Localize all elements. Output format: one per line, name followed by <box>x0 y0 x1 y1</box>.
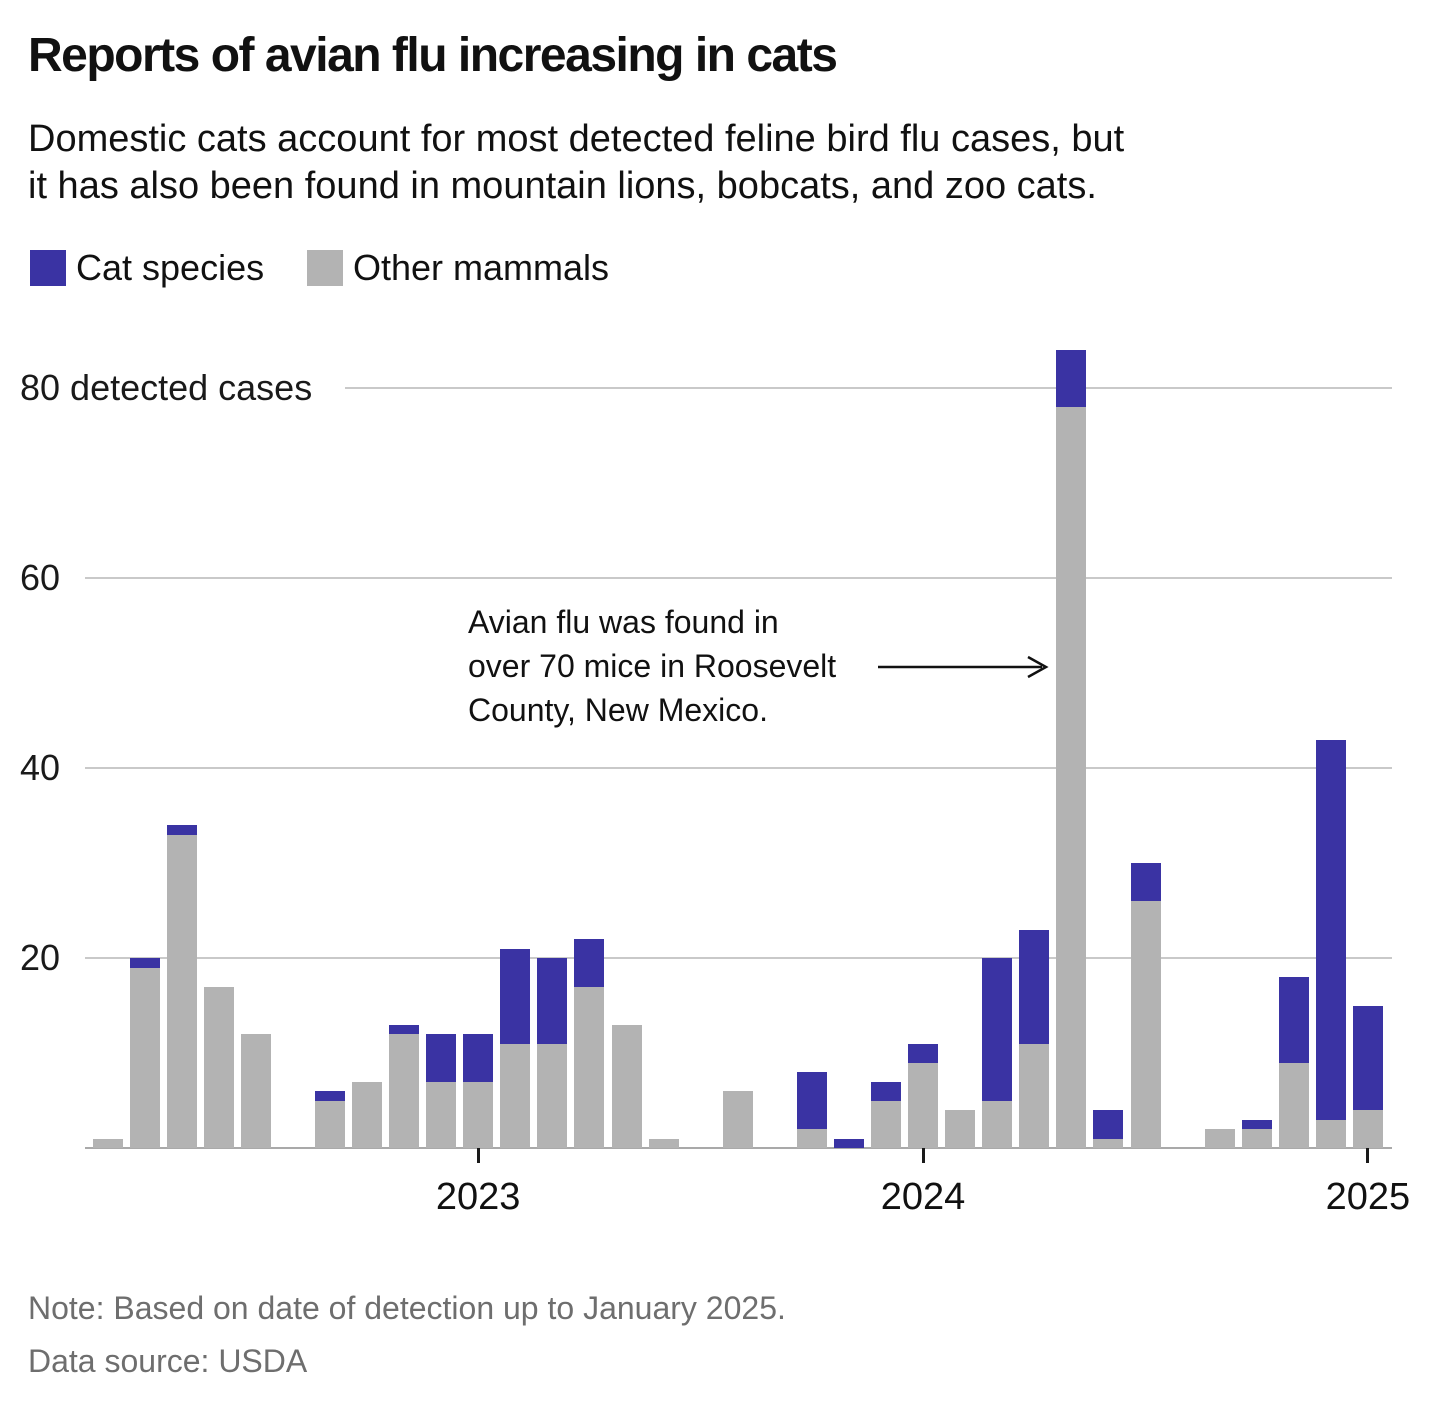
legend-label-cat-species: Cat species <box>76 247 265 288</box>
note-text: Note: Based on date of detection up to J… <box>28 1290 786 1326</box>
bar-cat-species-2025-01 <box>1352 1005 1383 1110</box>
bar-other-mammals-2023-04 <box>574 986 605 1148</box>
gridline-80 <box>345 387 1392 389</box>
x-axis-tick-2023 <box>476 1148 480 1163</box>
other-mammals-swatch <box>307 250 343 286</box>
bar-other-mammals-2022-07 <box>240 1034 271 1148</box>
bar-cat-species-2022-11 <box>389 1024 420 1034</box>
bar-other-mammals-2022-12 <box>426 1081 457 1148</box>
bar-other-mammals-2024-12 <box>1315 1119 1346 1148</box>
bar-other-mammals-2023-01 <box>463 1081 494 1148</box>
bar-other-mammals-2022-04 <box>129 967 160 1148</box>
bar-other-mammals-2023-05 <box>611 1024 642 1148</box>
y-axis-label-40: 40 <box>20 747 61 788</box>
bar-cat-species-2023-11 <box>833 1138 864 1148</box>
bar-other-mammals-2022-10 <box>352 1081 382 1148</box>
bar-cat-species-2024-10 <box>1241 1119 1272 1129</box>
bar-cat-species-2024-07 <box>1130 863 1161 901</box>
bar-other-mammals-2022-11 <box>389 1034 420 1148</box>
gridline-20 <box>85 957 1392 959</box>
bar-other-mammals-2024-04 <box>1019 1043 1050 1148</box>
annotation-arrow-icon <box>878 655 1049 679</box>
bar-other-mammals-2022-06 <box>203 986 234 1148</box>
subtitle-line-1: Domestic cats account for most detected … <box>28 118 1125 160</box>
x-axis-tick-2024 <box>921 1148 925 1163</box>
bar-other-mammals-2022-05 <box>166 834 197 1148</box>
bar-other-mammals-2024-06 <box>1093 1138 1124 1148</box>
x-axis-label-2025: 2025 <box>1325 1176 1411 1218</box>
bar-cat-species-2022-12 <box>426 1034 457 1082</box>
legend-label-other-mammals: Other mammals <box>353 247 610 288</box>
bar-cat-species-2023-02 <box>500 948 531 1044</box>
annotation-text: Avian flu was found in over 70 mice in R… <box>468 600 888 732</box>
bar-other-mammals-2023-06 <box>648 1138 679 1148</box>
y-axis-label-20: 20 <box>20 937 61 978</box>
x-axis-line <box>85 1147 1392 1149</box>
bar-other-mammals-2024-07 <box>1130 901 1161 1148</box>
bar-cat-species-2022-05 <box>166 825 197 835</box>
bar-cat-species-2023-03 <box>537 958 568 1044</box>
source-text: Data source: USDA <box>28 1343 308 1379</box>
bar-cat-species-2024-05 <box>1056 350 1087 407</box>
bar-cat-species-2023-01 <box>463 1034 494 1082</box>
y-axis-label-80: 80 detected cases <box>20 367 313 408</box>
bar-cat-species-2024-11 <box>1278 977 1309 1063</box>
bar-cat-species-2024-01 <box>908 1043 938 1063</box>
bar-other-mammals-2023-10 <box>796 1129 827 1148</box>
subtitle-line-2: it has also been found in mountain lions… <box>28 165 1097 207</box>
bar-other-mammals-2022-03 <box>92 1138 123 1148</box>
gridline-60 <box>85 577 1392 579</box>
bar-cat-species-2023-10 <box>796 1072 827 1129</box>
x-axis-label-2023: 2023 <box>435 1176 521 1218</box>
bar-other-mammals-2024-11 <box>1278 1062 1309 1148</box>
bar-other-mammals-2023-08 <box>722 1091 753 1148</box>
bar-other-mammals-2023-03 <box>537 1043 568 1148</box>
bar-other-mammals-2024-03 <box>982 1100 1013 1148</box>
bar-other-mammals-2024-10 <box>1241 1129 1272 1148</box>
bar-cat-species-2022-09 <box>314 1091 345 1101</box>
bar-other-mammals-2025-01 <box>1352 1110 1383 1148</box>
annotation-line-1: Avian flu was found in <box>468 604 779 640</box>
bar-cat-species-2024-12 <box>1315 739 1346 1120</box>
bar-other-mammals-2023-02 <box>500 1043 531 1148</box>
bar-other-mammals-2024-02 <box>945 1110 976 1148</box>
y-axis-label-60: 60 <box>20 557 61 598</box>
annotation-line-2: over 70 mice in Roosevelt <box>468 648 837 684</box>
gridline-40 <box>85 767 1392 769</box>
bar-cat-species-2022-04 <box>129 958 160 968</box>
bar-other-mammals-2022-09 <box>314 1100 345 1148</box>
bar-cat-species-2024-04 <box>1019 929 1050 1044</box>
chart-title: Reports of avian flu increasing in cats <box>28 29 838 82</box>
bar-cat-species-2023-04 <box>574 939 605 987</box>
annotation-line-3: County, New Mexico. <box>468 692 768 728</box>
bar-other-mammals-2024-05 <box>1056 407 1087 1148</box>
bar-cat-species-2024-06 <box>1093 1110 1124 1139</box>
cat-species-swatch <box>30 250 66 286</box>
x-axis-tick-2025 <box>1366 1148 1370 1163</box>
x-axis-label-2024: 2024 <box>880 1176 966 1218</box>
chart-subtitle: Domestic cats account for most detected … <box>28 116 1423 210</box>
bar-cat-species-2024-03 <box>982 958 1013 1101</box>
bar-cat-species-2023-12 <box>871 1081 901 1101</box>
bar-other-mammals-2023-12 <box>871 1100 901 1148</box>
bar-other-mammals-2024-01 <box>908 1062 938 1148</box>
bar-other-mammals-2024-09 <box>1204 1129 1235 1148</box>
